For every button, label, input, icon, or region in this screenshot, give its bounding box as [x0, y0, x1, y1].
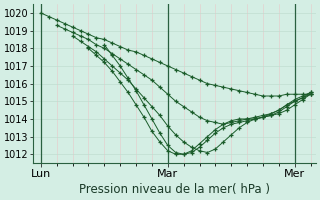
X-axis label: Pression niveau de la mer( hPa ): Pression niveau de la mer( hPa ) [79, 183, 270, 196]
